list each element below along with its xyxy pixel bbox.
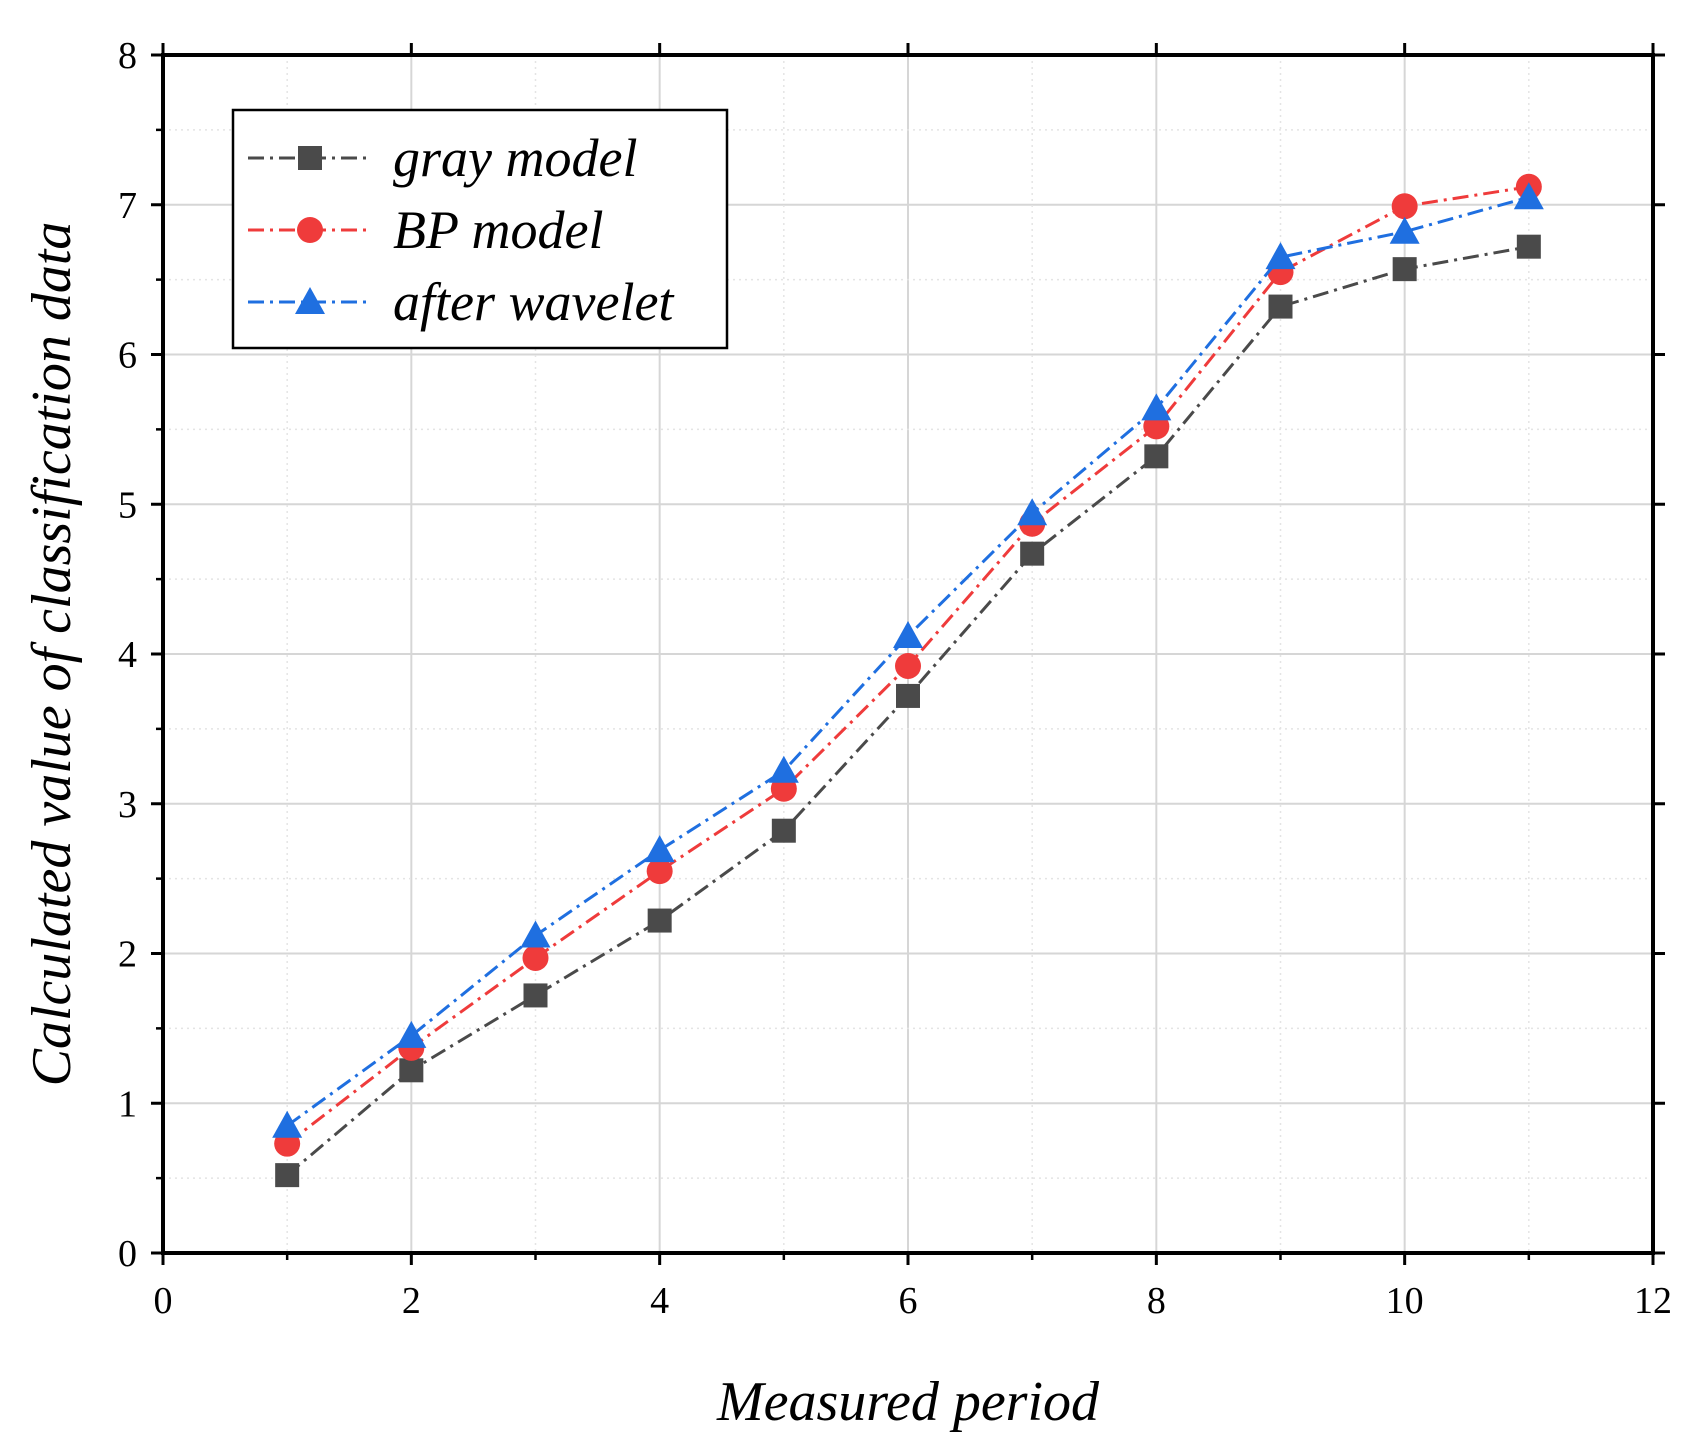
data-point-2-6 (1017, 498, 1048, 526)
data-point-0-0 (275, 1163, 300, 1188)
y-tick-label-1: 1 (118, 1083, 137, 1125)
x-tick-label-2: 4 (650, 1280, 669, 1322)
x-tick-label-6: 12 (1634, 1280, 1672, 1322)
data-point-2-4 (768, 755, 799, 783)
data-point-1-9 (1391, 193, 1418, 220)
y-axis-title: Calculated value of classification data (21, 222, 83, 1087)
x-tick-label-4: 8 (1147, 1280, 1166, 1322)
data-point-0-2 (523, 983, 548, 1008)
series-0 (275, 234, 1541, 1188)
y-tick-label-0: 0 (118, 1233, 137, 1275)
data-point-0-4 (771, 818, 796, 843)
legend-items: gray model BP model after wavelet (248, 128, 675, 332)
data-point-2-5 (893, 621, 923, 649)
data-point-2-9 (1389, 216, 1420, 244)
data-point-2-1 (396, 1020, 427, 1048)
y-tick-label-8: 8 (118, 35, 137, 77)
legend: gray model BP model after wavelet (231, 108, 729, 350)
data-point-2-0 (272, 1110, 303, 1138)
legend-marker-1 (297, 217, 323, 243)
x-tick-label-3: 6 (899, 1280, 918, 1322)
series-2 (272, 182, 1544, 1138)
data-point-0-9 (1392, 257, 1417, 282)
data-point-2-7 (1141, 393, 1172, 421)
x-tick-label-5: 10 (1386, 1280, 1424, 1322)
series-layer (272, 173, 1544, 1188)
legend-label-2: after wavelet (393, 272, 675, 332)
y-tick-label-6: 6 (118, 335, 137, 377)
data-point-1-2 (522, 944, 549, 971)
data-point-1-3 (646, 858, 673, 885)
x-axis-title: Measured period (716, 1371, 1100, 1433)
data-point-2-8 (1265, 242, 1296, 270)
data-point-2-2 (520, 920, 551, 948)
legend-marker-0 (298, 146, 322, 170)
data-point-1-5 (895, 652, 921, 679)
x-tick-label-0: 0 (154, 1280, 173, 1322)
data-point-0-10 (1516, 234, 1541, 259)
data-point-2-10 (1513, 182, 1544, 210)
legend-label-0: gray model (393, 128, 637, 188)
y-tick-label-4: 4 (118, 634, 137, 676)
legend-marker-2 (295, 287, 325, 314)
data-point-0-3 (647, 908, 672, 933)
data-point-0-7 (1144, 444, 1169, 469)
data-point-0-1 (399, 1058, 424, 1083)
data-point-0-6 (1020, 541, 1045, 566)
legend-label-1: BP model (393, 200, 603, 260)
data-point-0-5 (896, 683, 920, 708)
y-tick-label-7: 7 (118, 185, 137, 227)
x-tick-label-1: 2 (402, 1280, 421, 1322)
data-point-0-8 (1268, 294, 1293, 319)
y-tick-label-5: 5 (118, 484, 137, 526)
series-line-2 (286, 195, 1530, 1127)
data-point-2-3 (644, 835, 675, 863)
y-tick-label-3: 3 (118, 784, 137, 826)
y-tick-label-2: 2 (118, 934, 137, 976)
